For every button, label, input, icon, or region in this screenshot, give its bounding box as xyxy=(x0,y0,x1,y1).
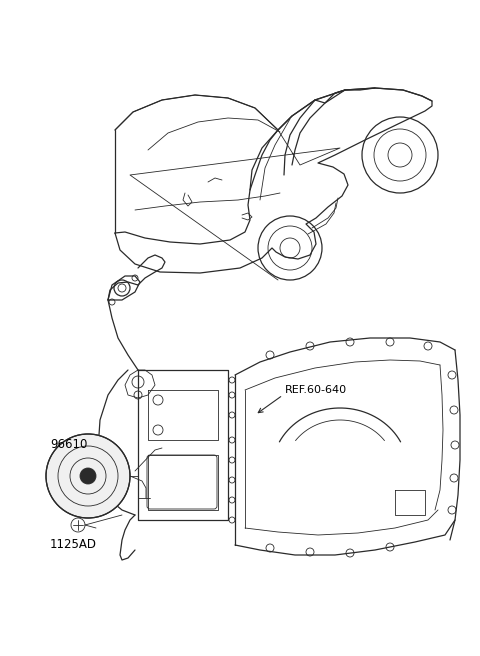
Circle shape xyxy=(46,434,130,518)
Circle shape xyxy=(80,468,96,484)
Text: REF.60-640: REF.60-640 xyxy=(285,385,347,395)
Text: 96610: 96610 xyxy=(50,438,87,451)
Text: 1125AD: 1125AD xyxy=(50,539,97,552)
